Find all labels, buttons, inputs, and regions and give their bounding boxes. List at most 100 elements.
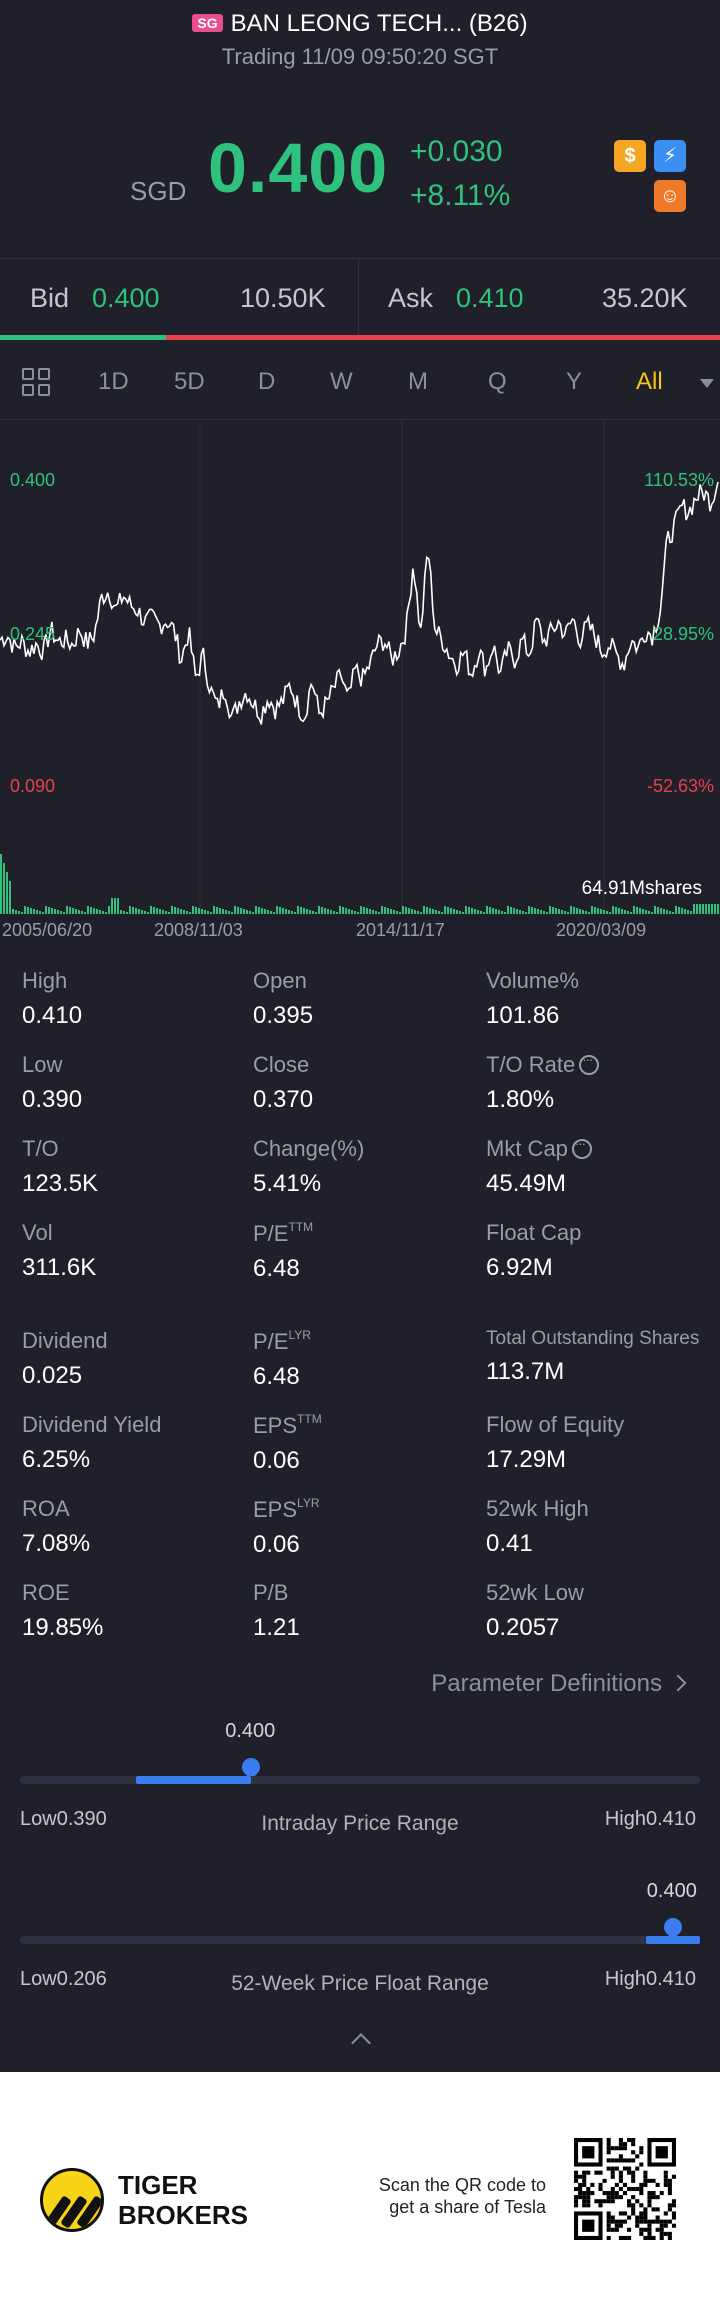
volume-bar — [534, 908, 536, 914]
volume-bar — [363, 907, 365, 914]
volume-bar — [435, 910, 437, 914]
parameter-definitions-link[interactable]: Parameter Definitions — [431, 1670, 687, 1698]
volume-bar — [486, 906, 488, 914]
chevron-up-icon[interactable] — [351, 2033, 371, 2053]
stat-label-text: Total Outstanding Shares — [486, 1328, 700, 1349]
volume-bar — [510, 907, 512, 914]
volume-bar — [81, 911, 83, 914]
volume-bar — [453, 909, 455, 914]
ask-ratio-bar — [165, 335, 720, 340]
tab-w[interactable]: W — [330, 368, 353, 395]
stat-item[interactable]: Mkt Cap 45.49M — [486, 1136, 716, 1198]
volume-bar — [300, 907, 302, 914]
tab-all[interactable]: All — [636, 368, 663, 395]
stat-item: Open 0.395 — [253, 968, 483, 1030]
volume-bar — [672, 912, 674, 914]
volume-bar — [537, 909, 539, 914]
range-track — [20, 1776, 700, 1784]
change-percent: +8.11% — [410, 179, 511, 212]
volume-bar — [333, 911, 335, 914]
stat-value: 0.41 — [486, 1530, 533, 1557]
tab-q[interactable]: Q — [488, 368, 507, 395]
intraday-range: 0.400 Low0.390 Intraday Price Range High… — [0, 1716, 720, 1856]
stat-item[interactable]: T/O Rate 1.80% — [486, 1052, 716, 1114]
volume-bar — [585, 911, 587, 914]
tab-m[interactable]: M — [408, 368, 428, 395]
volume-bar — [459, 911, 461, 914]
stat-label-text: P/E — [253, 1329, 289, 1354]
stat-item: P/ELYR 6.48 — [253, 1328, 483, 1391]
tab-d[interactable]: D — [258, 368, 276, 395]
tab-5d[interactable]: 5D — [174, 368, 205, 395]
volume-bar — [381, 906, 383, 914]
range-low: Low0.390 — [20, 1808, 107, 1830]
stat-value: 311.6K — [22, 1254, 97, 1281]
game-icon[interactable]: ☺ — [654, 180, 686, 212]
week52-range: 0.400 Low0.206 52-Week Price Float Range… — [0, 1876, 720, 2016]
volume-bar — [660, 908, 662, 914]
stat-item: Dividend 0.025 — [22, 1328, 252, 1390]
volume-bar — [399, 912, 401, 914]
stat-label-text: T/O — [22, 1136, 59, 1161]
date-label: 2008/11/03 — [154, 920, 243, 940]
volume-bar — [51, 908, 53, 914]
stat-label-text: 52wk High — [486, 1496, 589, 1521]
volume-bar — [519, 910, 521, 914]
volume-bar — [291, 911, 293, 914]
range-high: High0.410 — [604, 1968, 696, 1990]
stat-label: EPSTTM — [253, 1412, 483, 1439]
range-track — [20, 1936, 700, 1944]
volume-bar — [273, 912, 275, 914]
volume-bar — [507, 906, 509, 914]
brand-name: TIGER BROKERS — [118, 2170, 248, 2230]
volume-bar — [411, 909, 413, 914]
stat-value: 17.29M — [486, 1446, 567, 1473]
volume-bar — [114, 898, 116, 914]
volume-bar — [708, 904, 710, 914]
stat-label-text: Dividend — [22, 1328, 108, 1353]
volume-bar — [102, 911, 104, 914]
volume-bar — [468, 907, 470, 914]
volume-bar — [117, 898, 119, 914]
volume-bar — [153, 907, 155, 914]
bid-price: 0.400 — [92, 283, 160, 313]
chevron-down-icon[interactable] — [700, 379, 714, 388]
more-info-icon[interactable] — [579, 1052, 600, 1075]
volume-bar — [63, 912, 65, 914]
volume-bar — [45, 906, 47, 914]
stat-label-text: Volume% — [486, 968, 579, 993]
volume-bar — [261, 908, 263, 914]
tab-y[interactable]: Y — [566, 368, 583, 395]
stock-title-row[interactable]: SG BAN LEONG TECH... (B26) — [0, 10, 720, 38]
volume-bar — [492, 908, 494, 914]
qr-code-icon[interactable] — [574, 2138, 676, 2240]
volume-bar — [141, 910, 143, 914]
volume-bar — [639, 908, 641, 914]
volume-bar — [225, 910, 227, 914]
volume-bar — [189, 912, 191, 914]
stat-label: T/O — [22, 1136, 252, 1162]
volume-bar — [267, 910, 269, 914]
grid-icon[interactable] — [22, 368, 52, 398]
volume-bar — [174, 907, 176, 914]
volume-bar — [39, 911, 41, 914]
volume-bar — [222, 909, 224, 914]
tab-1d[interactable]: 1D — [98, 368, 129, 395]
volume-bar — [369, 909, 371, 914]
change-value: +0.030 — [410, 135, 503, 168]
volume-bar — [465, 906, 467, 914]
more-info-icon[interactable] — [571, 1136, 592, 1159]
volume-bar — [648, 911, 650, 914]
stat-item: Change(%) 5.41% — [253, 1136, 483, 1198]
flash-icon[interactable]: ⚡ — [654, 140, 686, 172]
stat-value: 113.7M — [486, 1358, 565, 1385]
volume-bar — [684, 909, 686, 914]
volume-bar — [429, 908, 431, 914]
price-chart[interactable]: 0.400 0.245 0.090 110.53% 28.95% -52.63%… — [0, 420, 720, 950]
ask-size: 35.20K — [602, 283, 688, 313]
stat-item: P/ETTM 6.48 — [253, 1220, 483, 1283]
volume-bar — [561, 910, 563, 914]
coin-icon[interactable]: $ — [614, 140, 646, 172]
stat-label: Open — [253, 968, 483, 994]
stat-label-sup: TTM — [297, 1412, 322, 1426]
